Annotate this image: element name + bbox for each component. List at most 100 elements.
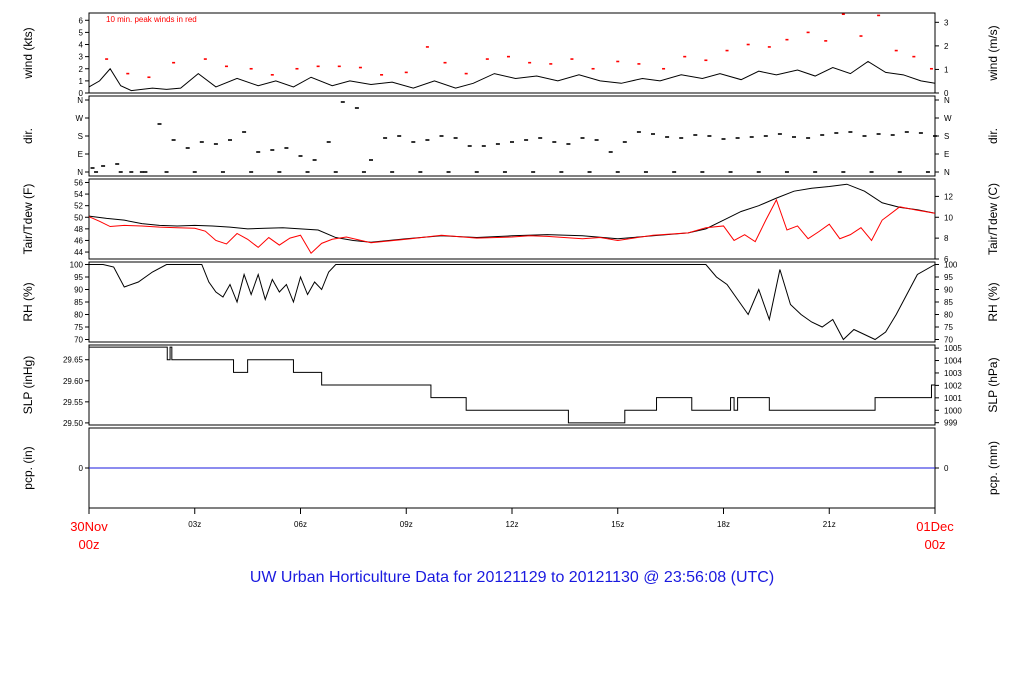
peak-wind-point (316, 65, 320, 68)
y-tick-label-left: 3 (79, 53, 84, 62)
y-axis-title-left: SLP (inHg) (21, 356, 35, 414)
peak-wind-point (767, 46, 771, 48)
dir-point (721, 138, 726, 140)
dir-point (925, 171, 930, 173)
peak-wind-point (443, 61, 447, 64)
dir-point (192, 171, 197, 173)
y-tick-label-right: N (944, 96, 950, 105)
dir-point (383, 137, 388, 139)
dir-point (510, 141, 514, 143)
y-tick-label-left: N (77, 96, 83, 105)
y-tick-label-left: 0 (79, 464, 84, 473)
dir-point (813, 171, 818, 173)
peak-wind-point (929, 67, 933, 70)
dir-point (270, 149, 275, 151)
y-tick-label-right: 95 (944, 273, 953, 282)
dir-point (608, 151, 613, 153)
peak-wind-point (147, 76, 151, 79)
y-tick-label-right: 999 (944, 419, 958, 428)
peak-wind-point (637, 63, 641, 65)
panel-temp: Tair/Tdew (F) Tair/Tdew (C) 44 46 48 50 52 54 56… (21, 178, 1000, 264)
peak-wind-point (464, 72, 468, 75)
peak-wind-point (528, 61, 532, 64)
y-tick-label-right: 1001 (944, 394, 962, 403)
dir-point (643, 171, 648, 173)
dir-point (933, 135, 937, 137)
y-tick-label-right: 6 (944, 255, 949, 264)
panel-annotation: 10 min. peak winds in red (106, 15, 197, 24)
y-tick-label-right: W (944, 114, 952, 123)
dir-point (679, 137, 684, 139)
peak-wind-point (337, 65, 341, 68)
y-tick-label-left: 54 (74, 190, 83, 199)
dir-point (453, 137, 458, 139)
y-tick-label-left: 44 (74, 248, 83, 257)
dir-point (199, 141, 204, 143)
dir-point (806, 137, 811, 139)
y-tick-label-left: 29.65 (63, 356, 84, 365)
y-tick-label-right: 1005 (944, 344, 962, 353)
series-line-wind (88, 60, 936, 92)
peak-wind-point (126, 72, 130, 75)
dir-point (418, 171, 423, 173)
peak-wind-point (404, 71, 408, 74)
dir-point (439, 135, 444, 137)
dir-point (481, 145, 486, 147)
dir-point (538, 137, 543, 139)
y-tick-label-right: 100 (944, 261, 958, 270)
y-tick-label-left: 46 (74, 236, 83, 245)
y-tick-label-right: 75 (944, 323, 953, 332)
peak-wind-point (877, 14, 881, 17)
y-tick-label-right: 3 (944, 18, 949, 27)
y-tick-label-left: 56 (74, 178, 83, 187)
peak-wind-point (270, 74, 274, 76)
peak-wind-point (746, 43, 750, 46)
dir-point (784, 171, 789, 173)
dir-point (890, 134, 895, 136)
dir-point (820, 134, 825, 136)
peak-wind-point (224, 65, 228, 68)
dir-point (256, 151, 261, 153)
dir-point (164, 171, 169, 173)
dir-point (636, 131, 641, 133)
y-axis-title-left: wind (kts) (21, 27, 35, 79)
dir-point (326, 141, 331, 143)
y-tick-label-left: 75 (74, 323, 83, 332)
x-tick-label: 12z (506, 520, 519, 529)
y-tick-label-right: 1 (944, 65, 949, 74)
y-tick-label-right: 8 (944, 234, 949, 243)
peak-wind-point (358, 66, 362, 69)
y-tick-label-right: N (944, 168, 950, 177)
dir-point (101, 165, 106, 167)
dir-point (474, 171, 479, 173)
x-axis: 30Nov 00z 01Dec 00z 03z 06z 09z 12z 15z 18z 21z (70, 507, 954, 552)
dir-point (220, 171, 225, 173)
dir-point (390, 171, 395, 173)
dir-point (369, 159, 373, 161)
dir-point (707, 135, 712, 137)
dir-point (284, 147, 289, 149)
y-axis-title-right: Tair/Tdew (C) (986, 183, 1000, 255)
dir-point (749, 136, 754, 138)
dir-point (735, 137, 740, 139)
y-tick-label-right: 70 (944, 336, 953, 345)
dir-point (312, 159, 317, 161)
y-tick-label-left: 29.55 (63, 398, 84, 407)
x-start-label-hour: 00z (79, 537, 100, 552)
y-tick-label-right: S (944, 132, 949, 141)
panel-rh: RH (%) RH (%) 70 75 80 85 90 95 100 70 75 80 85 90 95 1… (21, 261, 1000, 345)
peak-wind-point (203, 58, 207, 60)
x-tick-label: 06z (294, 520, 307, 529)
dir-point (171, 139, 176, 141)
dir-point (354, 107, 359, 109)
dir-point (249, 171, 254, 173)
dir-point (792, 136, 796, 138)
panel-slp: SLP (inHg) SLP (hPa) 29.50 29.55 29.60 29.65 9… (21, 344, 1000, 428)
y-tick-label-left: N (77, 168, 83, 177)
dir-point (693, 134, 698, 136)
dir-point (862, 135, 867, 137)
dir-point (834, 132, 839, 134)
peak-wind-point (506, 55, 510, 58)
dir-point (129, 171, 134, 173)
